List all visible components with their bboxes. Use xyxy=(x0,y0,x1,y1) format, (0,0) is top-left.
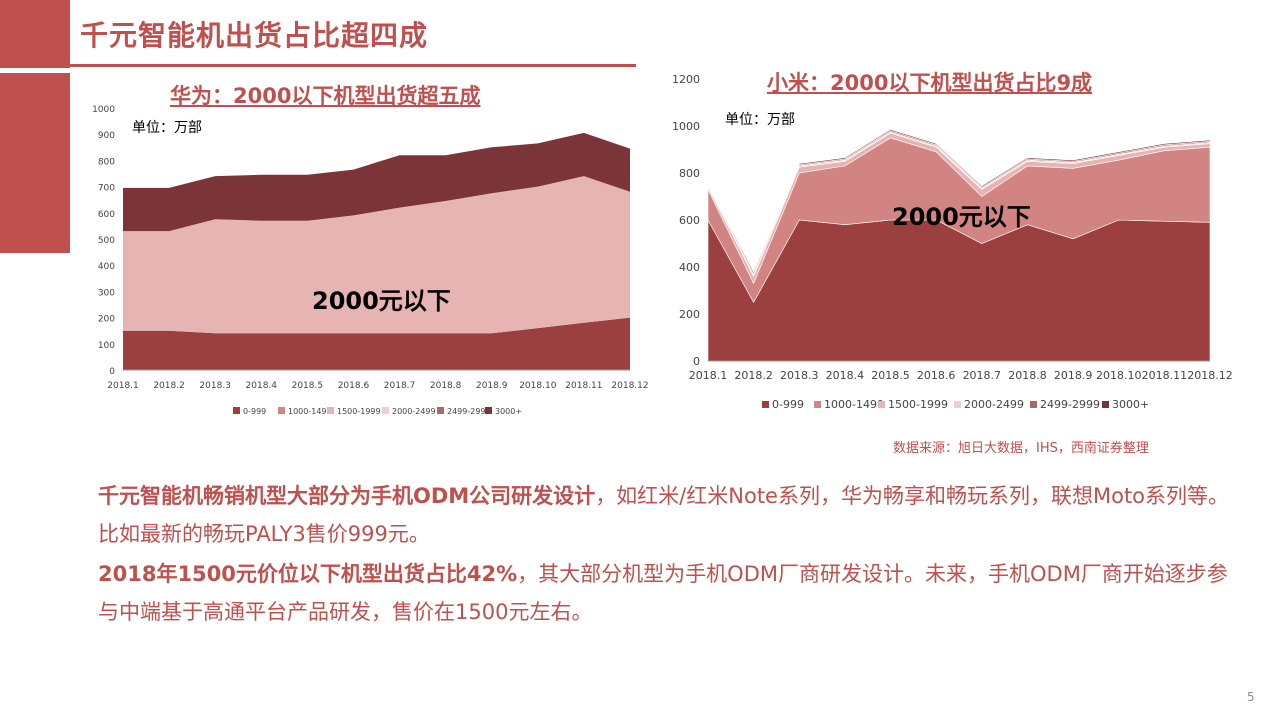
area-series-1500-1999 xyxy=(123,176,630,334)
header-accent-block xyxy=(0,0,70,68)
area-series-3000+ xyxy=(707,129,1211,273)
area-series-3000+ xyxy=(123,132,630,232)
legend-swatch xyxy=(878,401,885,408)
huawei-chart-title: 华为：2000以下机型出货超五成 xyxy=(170,84,481,108)
x-tick-label: 2018.9 xyxy=(1054,369,1093,382)
page-number: 5 xyxy=(1247,690,1255,704)
y-tick-label: 600 xyxy=(98,210,115,220)
legend-swatch xyxy=(1030,401,1037,408)
legend-swatch xyxy=(954,401,961,408)
legend-label: 2000-2499 xyxy=(964,398,1024,411)
legend-label: 3000+ xyxy=(1112,398,1149,411)
annotation-label: 2000元以下 xyxy=(892,203,1031,231)
legend-label: 2000-2499 xyxy=(392,407,436,416)
x-tick-label: 2018.2 xyxy=(153,381,185,391)
y-tick-label: 500 xyxy=(98,236,115,246)
paragraph-1-text: ，如红米/红米Note系列，华为畅享和畅玩系列，联想Moto系列等。比如最新的畅… xyxy=(98,484,1230,546)
y-tick-label: 1200 xyxy=(672,73,700,86)
legend-swatch xyxy=(814,401,821,408)
x-tick-label: 2018.4 xyxy=(826,369,865,382)
legend-swatch xyxy=(382,407,389,414)
legend-label: 2499-2999 xyxy=(447,407,491,416)
y-tick-label: 900 xyxy=(98,131,115,141)
legend-swatch xyxy=(437,407,444,414)
x-tick-label: 2018.4 xyxy=(246,381,278,391)
annotation-label: 2000元以下 xyxy=(312,287,451,315)
legend-label: 3000+ xyxy=(495,407,522,416)
x-tick-label: 2018.6 xyxy=(338,381,370,391)
xiaomi-area-chart: 0 200 400 600 800 1000 1200 2018.1 2018.2 2018.3 2… xyxy=(672,73,1233,411)
y-tick-label: 200 xyxy=(679,308,700,321)
x-tick-label: 2018.10 xyxy=(519,381,556,391)
y-tick-label: 0 xyxy=(693,355,700,368)
x-tick-label: 2018.11 xyxy=(1142,369,1188,382)
legend-label: 1000-1499 xyxy=(288,407,332,416)
x-tick-label: 2018.7 xyxy=(384,381,416,391)
x-tick-label: 2018.7 xyxy=(963,369,1002,382)
title-underline xyxy=(70,64,636,67)
paragraph-1: 千元智能机畅销机型大部分为手机ODM公司研发设计，如红米/红米Note系列，华为… xyxy=(98,477,1238,553)
x-tick-label: 2018.8 xyxy=(430,381,462,391)
legend-label: 1500-1999 xyxy=(888,398,948,411)
y-tick-label: 800 xyxy=(679,167,700,180)
x-tick-label: 2018.2 xyxy=(734,369,773,382)
legend-swatch xyxy=(1102,401,1109,408)
x-tick-label: 2018.1 xyxy=(107,381,139,391)
legend-swatch xyxy=(233,407,240,414)
slide-title: 千元智能机出货占比超四成 xyxy=(80,19,429,52)
y-tick-label: 400 xyxy=(679,261,700,274)
y-tick-label: 1000 xyxy=(672,120,700,133)
y-tick-label: 700 xyxy=(98,184,115,194)
side-accent-block xyxy=(0,73,70,253)
legend-label: 0-999 xyxy=(772,398,804,411)
x-tick-label: 2018.6 xyxy=(917,369,956,382)
y-tick-label: 600 xyxy=(679,214,700,227)
x-tick-label: 2018.5 xyxy=(871,369,910,382)
y-tick-label: 100 xyxy=(98,341,115,351)
x-tick-label: 2018.9 xyxy=(476,381,508,391)
y-tick-label: 300 xyxy=(98,288,115,298)
legend-swatch xyxy=(762,401,769,408)
area-series-0-999 xyxy=(123,317,630,370)
paragraph-2-text: ，其大部分机型为手机ODM厂商研发设计。未来，手机ODM厂商开始逐步参与中端基于… xyxy=(98,562,1228,624)
legend-swatch xyxy=(485,407,492,414)
legend-swatch xyxy=(327,407,334,414)
legend-label: 1500-1999 xyxy=(337,407,381,416)
x-tick-label: 2018.8 xyxy=(1008,369,1047,382)
huawei-unit-label: 单位：万部 xyxy=(132,120,202,136)
legend-swatch xyxy=(278,407,285,414)
paragraph-2-bold: 2018年1500元价位以下机型出货占比42% xyxy=(98,562,518,586)
y-tick-label: 1000 xyxy=(92,105,115,115)
x-tick-label: 2018.1 xyxy=(689,369,728,382)
legend-label: 1000-1499 xyxy=(824,398,884,411)
paragraph-2: 2018年1500元价位以下机型出货占比42%，其大部分机型为手机ODM厂商研发… xyxy=(98,555,1238,631)
xiaomi-unit-label: 单位：万部 xyxy=(725,112,795,128)
y-tick-label: 400 xyxy=(98,262,115,272)
data-source-note: 数据来源：旭日大数据，IHS，西南证券整理 xyxy=(893,441,1149,456)
x-tick-label: 2018.3 xyxy=(199,381,231,391)
xiaomi-chart-title: 小米：2000以下机型出货占比9成 xyxy=(767,71,1093,95)
y-tick-label: 0 xyxy=(109,367,115,377)
x-tick-label: 2018.3 xyxy=(780,369,819,382)
x-tick-label: 2018.12 xyxy=(1187,369,1233,382)
y-tick-label: 800 xyxy=(98,157,115,167)
legend-label: 0-999 xyxy=(243,407,266,416)
x-tick-label: 2018.12 xyxy=(611,381,648,391)
x-tick-label: 2018.10 xyxy=(1096,369,1142,382)
legend-label: 2499-2999 xyxy=(1040,398,1100,411)
y-tick-label: 200 xyxy=(98,315,115,325)
x-tick-label: 2018.5 xyxy=(292,381,324,391)
x-tick-label: 2018.11 xyxy=(565,381,602,391)
paragraph-1-bold: 千元智能机畅销机型大部分为手机ODM公司研发设计 xyxy=(98,484,596,508)
